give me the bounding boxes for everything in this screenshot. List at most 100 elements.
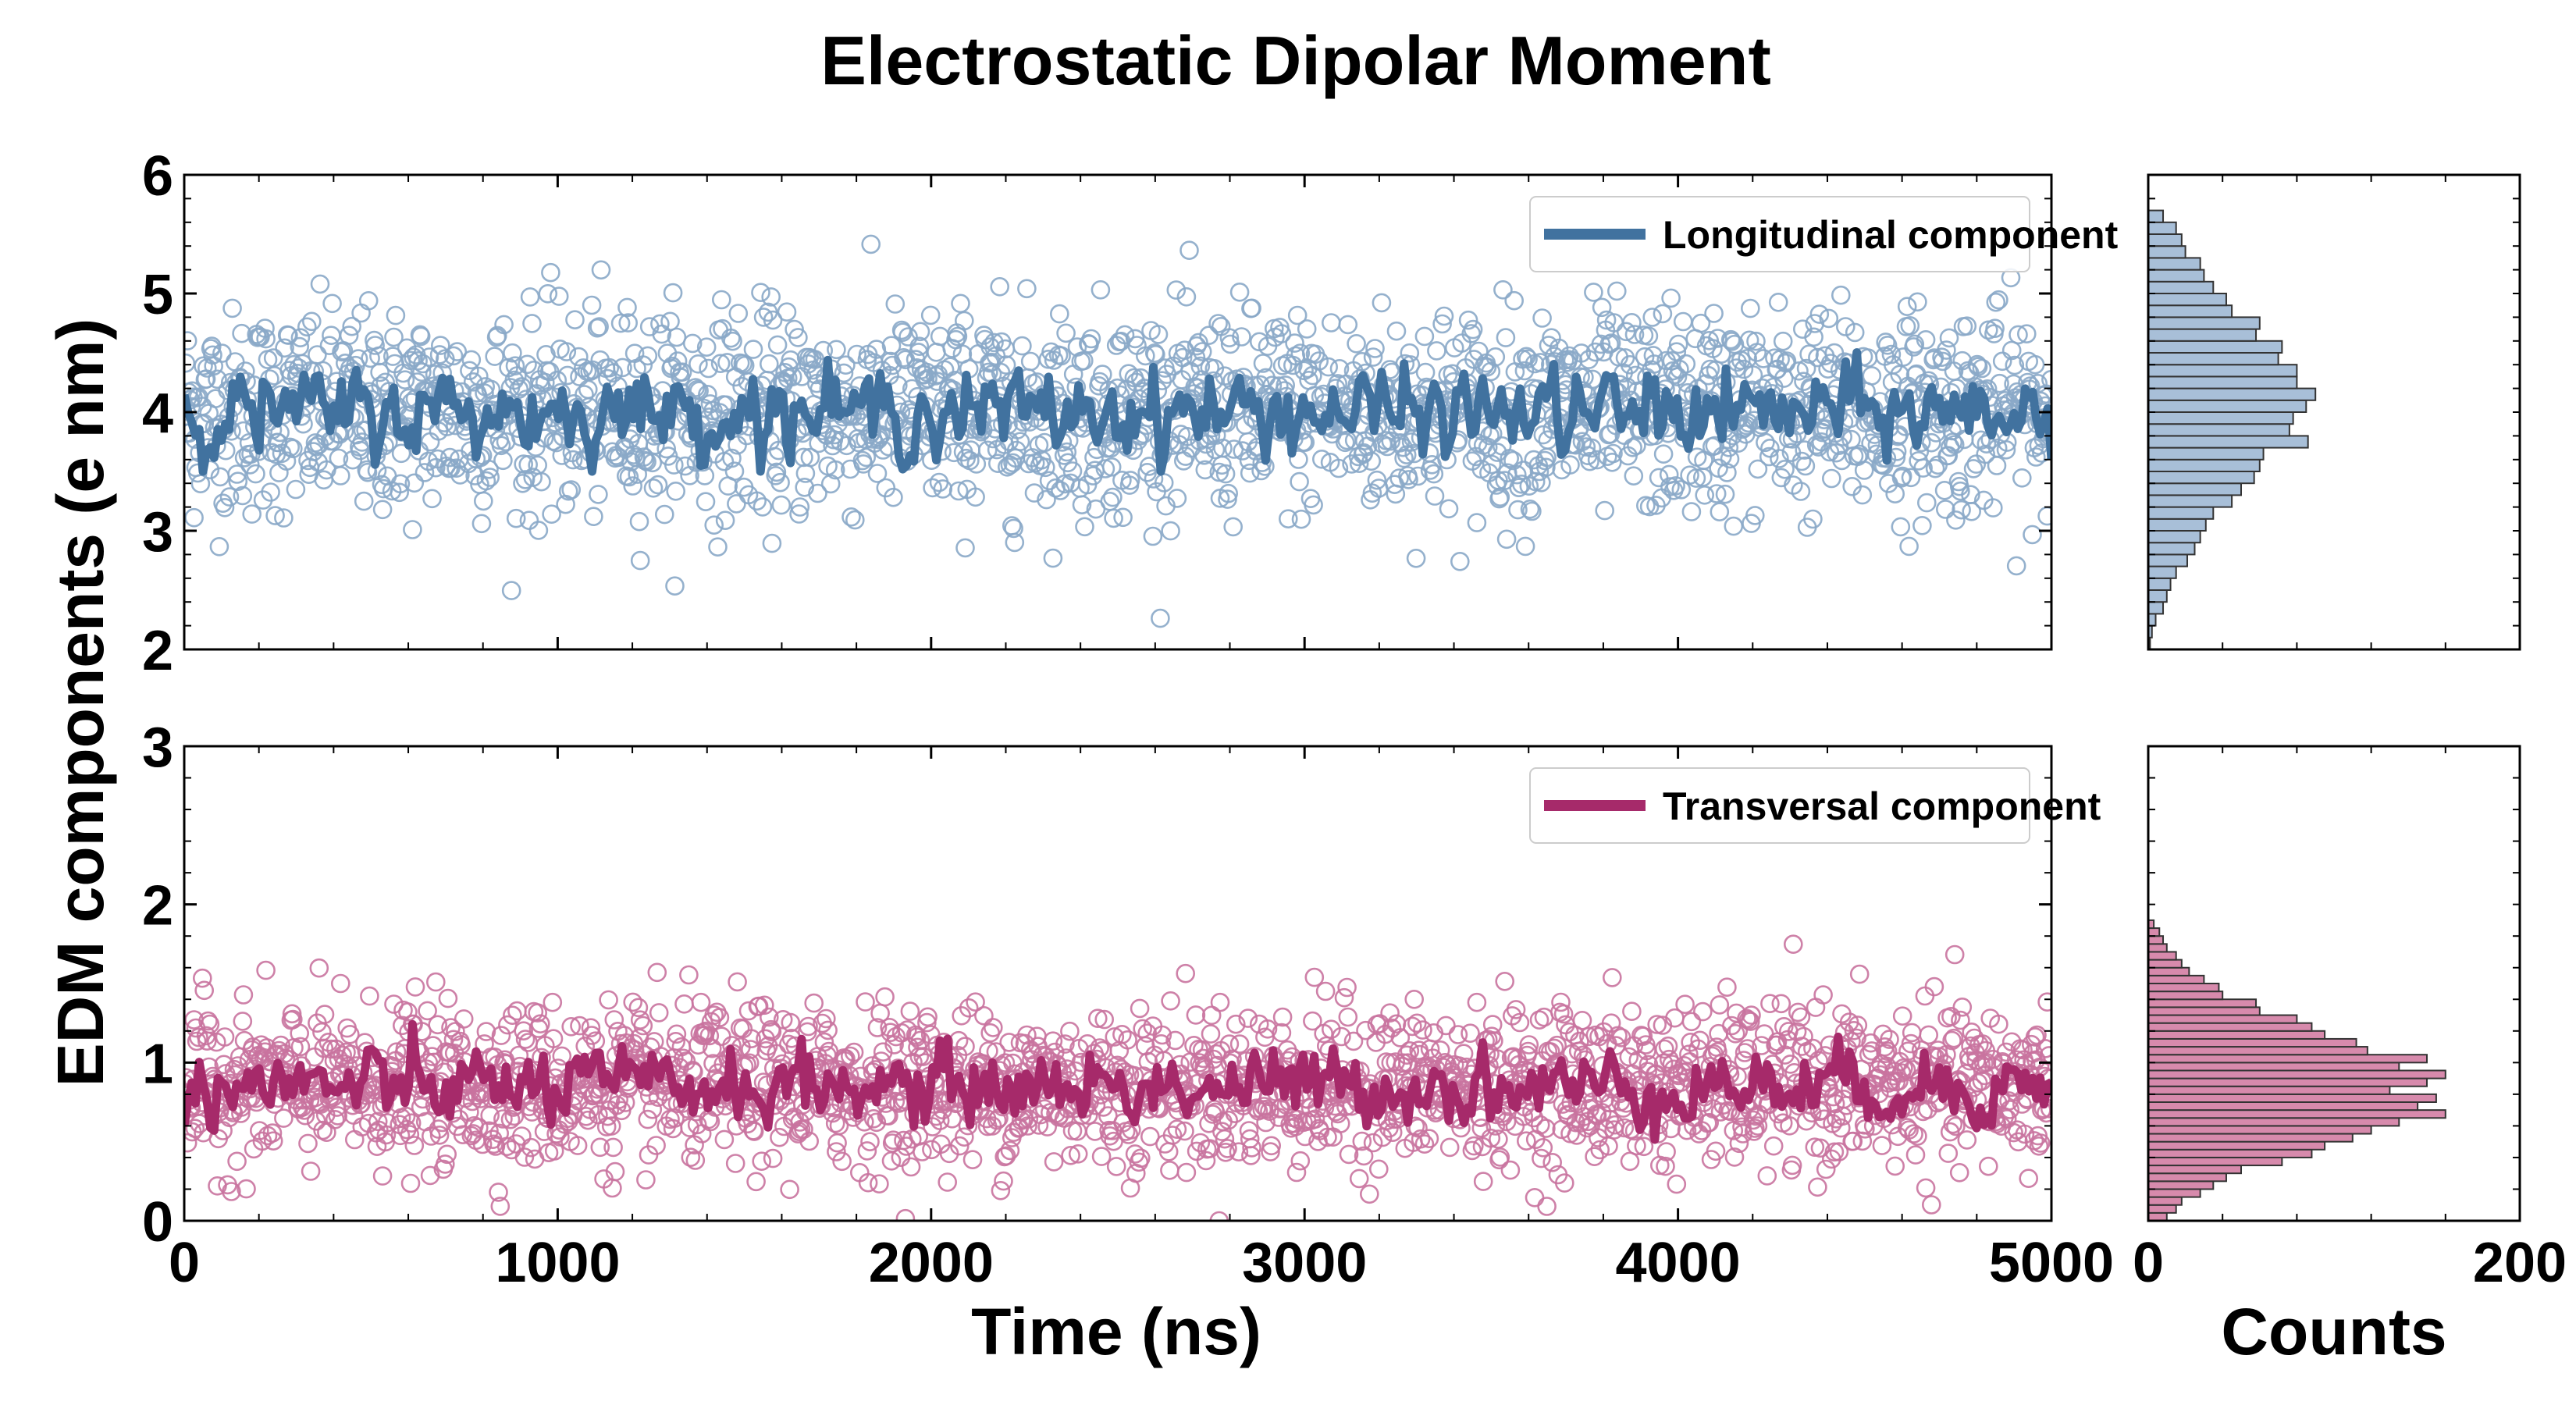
longitudinal-scatter-point <box>648 475 668 495</box>
transversal-scatter-point <box>227 1151 247 1172</box>
longitudinal-scatter-point <box>557 342 577 361</box>
transversal-scatter-point <box>512 1126 532 1146</box>
longitudinal-scatter-point <box>1003 453 1023 473</box>
transversal-scatter-point <box>386 1042 407 1062</box>
transversal-scatter-point <box>1439 1137 1460 1158</box>
transversal-hist-hist-bar <box>2147 1148 2313 1158</box>
longitudinal-scatter-point <box>552 446 572 465</box>
longitudinal-scatter-point <box>1024 483 1044 503</box>
longitudinal-scatter-point <box>1020 351 1041 372</box>
transversal-scatter-point <box>699 1026 720 1046</box>
transversal-scatter-point <box>1944 1028 1964 1048</box>
longitudinal-scatter-point <box>724 461 745 482</box>
transversal-scatter-point <box>1567 1126 1587 1145</box>
transversal-scatter-point <box>711 1026 731 1046</box>
longitudinal-scatter-point <box>415 463 435 482</box>
transversal-scatter-point <box>1905 1145 1926 1165</box>
transversal-scatter-point <box>437 1144 457 1165</box>
longitudinal-scatter-point <box>1115 325 1135 345</box>
longitudinal-scatter-point <box>955 538 975 558</box>
longitudinal-scatter-point <box>1694 450 1713 471</box>
transversal-scatter-point <box>543 1029 564 1048</box>
transversal-scatter-point <box>1745 1119 1765 1138</box>
longitudinal-scatter-point <box>1984 498 2003 518</box>
longitudinal-scatter-point <box>1741 298 1760 318</box>
longitudinal-hist-hist-bar <box>2147 352 2279 366</box>
transversal-scatter-point <box>570 1016 589 1036</box>
longitudinal-scatter-point <box>841 507 861 527</box>
transversal-hist-hist-bar <box>2147 998 2258 1008</box>
transversal-scatter-point <box>2029 1136 2049 1156</box>
transversal-scatter-point <box>1091 1085 1111 1104</box>
transversal-scatter-point <box>1318 1127 1337 1147</box>
longitudinal-scatter-point <box>1743 365 1763 385</box>
longitudinal-scatter-point <box>1805 314 1825 333</box>
transversal-scatter-point <box>521 1137 541 1158</box>
transversal-scatter-point <box>1922 1195 1941 1215</box>
transversal-scatter-point <box>1843 1131 1863 1151</box>
longitudinal-hist-hist-bar <box>2147 245 2186 259</box>
longitudinal-scatter-point <box>753 497 773 517</box>
longitudinal-scatter-point <box>990 276 1009 297</box>
transversal-scatter-point <box>198 1011 218 1031</box>
transversal-scatter-point <box>1780 1116 1799 1136</box>
transversal-scatter-point <box>1175 1121 1194 1141</box>
longitudinal-scatter-point <box>1318 357 1338 377</box>
longitudinal-scatter-point <box>1936 500 1955 519</box>
longitudinal-scatter-point <box>1756 432 1775 453</box>
longitudinal-scatter-point <box>354 491 374 511</box>
longitudinal-scatter-point <box>845 510 865 530</box>
longitudinal-scatter-point <box>491 436 511 456</box>
longitudinal-y-tick-label: 5 <box>142 264 173 326</box>
longitudinal-scatter-point <box>412 362 432 382</box>
transversal-scatter-point <box>974 1006 994 1026</box>
longitudinal-scatter-point <box>650 314 670 334</box>
longitudinal-scatter-point <box>1603 452 1622 472</box>
longitudinal-scatter-point <box>1789 361 1809 381</box>
longitudinal-legend: Longitudinal component <box>1529 196 2119 272</box>
longitudinal-scatter-point <box>1515 536 1535 557</box>
transversal-scatter-point <box>817 1008 836 1029</box>
transversal-scatter-point <box>1000 1140 1020 1161</box>
transversal-scatter-point <box>1284 1113 1304 1133</box>
transversal-scatter-point <box>438 988 458 1008</box>
chart-title: Electrostatic Dipolar Moment <box>820 22 1771 99</box>
longitudinal-scatter-point <box>319 336 340 356</box>
longitudinal-scatter-point <box>1037 489 1056 510</box>
longitudinal-scatter-point <box>909 336 930 357</box>
longitudinal-hist-hist-bar <box>2147 387 2317 401</box>
transversal-scatter-point <box>424 1052 444 1072</box>
longitudinal-scatter-point <box>1720 449 1740 469</box>
longitudinal-scatter-point <box>1925 458 1945 478</box>
transversal-hist-hist-bar <box>2147 943 2168 953</box>
longitudinal-scatter-point <box>1297 319 1317 339</box>
longitudinal-scatter-point <box>1347 333 1366 354</box>
transversal-scatter-point <box>1161 991 1180 1011</box>
longitudinal-scatter-point <box>1522 501 1542 521</box>
longitudinal-scatter-point <box>1363 347 1383 367</box>
transversal-scatter-point <box>1229 1142 1249 1161</box>
transversal-hist-hist-bar <box>2147 1117 2400 1127</box>
longitudinal-scatter-point <box>1406 548 1426 568</box>
transversal-scatter-point <box>679 965 699 985</box>
transversal-scatter-point <box>1533 1138 1553 1158</box>
transversal-scatter-point <box>490 1197 511 1216</box>
transversal-scatter-point <box>604 1010 624 1030</box>
longitudinal-hist-hist-bar <box>2147 565 2177 579</box>
longitudinal-scatter-point <box>1622 312 1642 333</box>
longitudinal-scatter-point <box>420 432 440 452</box>
longitudinal-scatter-point <box>587 318 607 338</box>
transversal-scatter-point <box>1892 1006 1912 1026</box>
transversal-scatter-point <box>344 1129 365 1150</box>
longitudinal-scatter-point <box>1381 431 1401 451</box>
transversal-scatter-point <box>1448 1025 1468 1044</box>
transversal-scatter-point <box>691 992 711 1012</box>
transversal-hist-hist-bar <box>2147 1133 2354 1143</box>
transversal-scatter-point <box>372 1166 393 1186</box>
longitudinal-scatter-point <box>696 492 716 512</box>
longitudinal-scatter-point <box>1715 484 1735 504</box>
longitudinal-scatter-point <box>308 345 327 365</box>
longitudinal-hist-hist-bar <box>2147 423 2290 437</box>
longitudinal-legend-label: Longitudinal component <box>1663 213 2119 257</box>
transversal-x-tick-label: 0 <box>169 1232 200 1294</box>
